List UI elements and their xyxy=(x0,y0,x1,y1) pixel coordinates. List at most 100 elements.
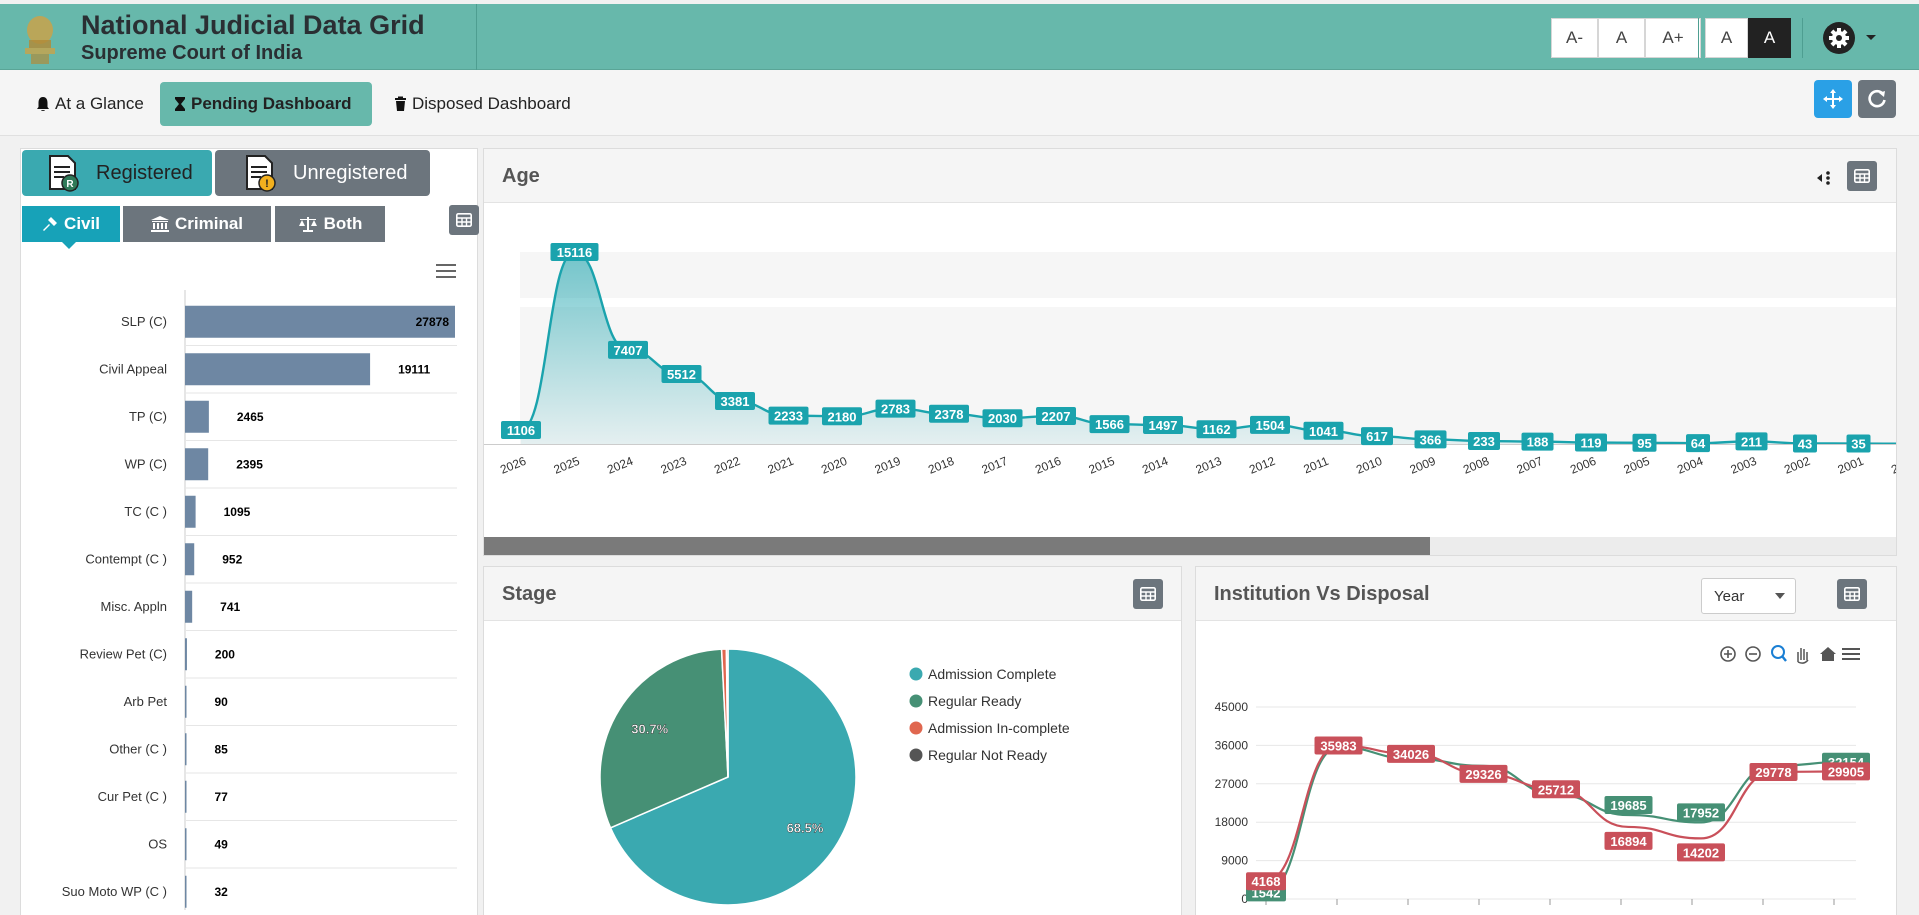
font-decrease-button[interactable]: A- xyxy=(1551,18,1598,58)
case-type-value: 49 xyxy=(215,837,229,851)
series-data-label: 34026 xyxy=(1393,747,1429,762)
age-data-label: 7407 xyxy=(614,343,643,358)
age-data-label: 5512 xyxy=(667,367,696,382)
age-year-label: 2022 xyxy=(712,454,742,477)
tab-pending-dashboard[interactable]: Pending Dashboard xyxy=(160,82,372,126)
case-type-label: WP (C) xyxy=(125,456,167,471)
age-table-view-button[interactable] xyxy=(1847,161,1877,191)
case-type-label: TC (C ) xyxy=(124,504,167,519)
chart-menu-icon[interactable] xyxy=(435,263,457,279)
arrows-move-icon xyxy=(1823,89,1843,109)
header-separator xyxy=(1698,18,1699,58)
y-tick-label: 0 xyxy=(1241,892,1248,906)
selection-zoom-icon[interactable] xyxy=(1771,645,1787,662)
refresh-icon xyxy=(1868,89,1886,108)
subtab-both[interactable]: Both xyxy=(275,206,385,242)
stage-table-view-button[interactable] xyxy=(1133,579,1163,609)
case-type-label: Suo Moto WP (C ) xyxy=(62,884,167,899)
age-grid-band xyxy=(520,353,1896,399)
dark-theme-button[interactable]: A xyxy=(1748,18,1791,58)
tab-disposed-dashboard[interactable]: Disposed Dashboard xyxy=(380,82,585,126)
table-icon xyxy=(456,213,472,227)
font-increase-button[interactable]: A+ xyxy=(1645,18,1701,58)
hourglass-icon xyxy=(175,97,185,111)
case-type-bar xyxy=(185,305,455,338)
case-type-label: TP (C) xyxy=(129,409,167,424)
zoom-out-icon[interactable] xyxy=(1745,646,1761,662)
age-data-label: 64 xyxy=(1691,436,1706,451)
case-type-value: 1095 xyxy=(224,505,251,519)
age-data-label: 15116 xyxy=(557,245,592,260)
series-data-label-box xyxy=(1387,744,1435,763)
table-icon xyxy=(1854,169,1870,183)
case-type-bar xyxy=(185,590,193,623)
case-type-bar xyxy=(185,495,196,528)
case-type-value: 200 xyxy=(215,647,235,661)
registered-label: Registered xyxy=(96,161,193,184)
age-data-label-box xyxy=(875,399,916,418)
age-scrollbar-thumb[interactable] xyxy=(484,537,1430,555)
age-panel: Age 1106 2026 15116 2025 7407 2024 5512 2023 338… xyxy=(483,148,1897,556)
table-icon xyxy=(1140,587,1156,601)
case-type-label: Cur Pet (C ) xyxy=(98,789,167,804)
light-theme-button[interactable]: A xyxy=(1705,18,1748,58)
move-layout-button[interactable] xyxy=(1814,80,1852,118)
age-year-label: 2012 xyxy=(1247,454,1277,477)
y-tick-label: 27000 xyxy=(1215,777,1249,791)
series-data-label: 19685 xyxy=(1610,798,1646,813)
age-data-label: 43 xyxy=(1798,436,1812,451)
tab-label: Disposed Dashboard xyxy=(412,94,571,113)
age-year-label: 2006 xyxy=(1568,454,1598,477)
age-year-label: 2001 xyxy=(1836,454,1866,477)
settings-menu-button[interactable] xyxy=(1822,18,1882,58)
unregistered-button[interactable]: ! Unregistered xyxy=(215,150,430,196)
zoom-in-icon[interactable] xyxy=(1720,646,1736,662)
institution-table-view-button[interactable] xyxy=(1837,579,1867,609)
subtab-criminal[interactable]: Criminal xyxy=(123,206,271,242)
age-grid-band xyxy=(520,252,1896,298)
series-data-label-box xyxy=(1677,803,1725,822)
series-data-label-box xyxy=(1604,796,1653,815)
age-data-label-box xyxy=(661,364,702,383)
more-options-icon[interactable] xyxy=(1816,171,1832,185)
case-type-table-view-button[interactable] xyxy=(449,205,479,235)
age-data-label-box xyxy=(1846,434,1871,453)
hamburger-menu-icon[interactable] xyxy=(1842,648,1860,660)
series-data-label: 25712 xyxy=(1538,782,1574,797)
age-data-label-box xyxy=(1036,406,1076,425)
age-year-label: 2008 xyxy=(1461,454,1491,477)
age-data-label-box xyxy=(1735,432,1768,451)
pan-hand-icon[interactable] xyxy=(1797,648,1809,664)
registered-button[interactable]: R Registered xyxy=(22,150,212,196)
refresh-button[interactable] xyxy=(1858,80,1896,118)
font-normal-button[interactable]: A xyxy=(1598,18,1645,58)
home-reset-icon[interactable] xyxy=(1820,647,1836,661)
period-select[interactable]: Year xyxy=(1701,578,1796,614)
age-year-label: 2004 xyxy=(1675,454,1705,477)
chart-toolbar xyxy=(1720,645,1860,664)
series-data-label-box xyxy=(1604,831,1653,850)
age-scrollbar-track[interactable] xyxy=(484,537,1896,555)
age-data-label: 2030 xyxy=(988,411,1017,426)
age-data-label: 188 xyxy=(1527,435,1549,450)
table-icon xyxy=(1844,587,1860,601)
age-year-label: 2017 xyxy=(980,454,1010,477)
age-data-label-box xyxy=(715,392,755,411)
series-data-label: 29778 xyxy=(1755,765,1791,780)
age-year-label: 2026 xyxy=(498,454,528,477)
y-tick-label: 9000 xyxy=(1221,854,1248,868)
age-year-label: 2025 xyxy=(552,454,582,477)
series-data-label: 17952 xyxy=(1683,805,1719,820)
tab-at-a-glance[interactable]: At a Glance xyxy=(22,82,158,126)
series-data-label: 4168 xyxy=(1252,874,1281,889)
age-data-label: 2180 xyxy=(828,409,857,424)
age-area-chart: 1106 2026 15116 2025 7407 2024 5512 2023 3381 202… xyxy=(484,243,1896,477)
stage-pie-chart: 68.5% 30.7% Admission Complete Regular Read… xyxy=(599,648,1070,906)
pie-legend-label: Admission Complete xyxy=(928,666,1057,682)
subtab-label: Both xyxy=(323,214,363,233)
age-year-label: 2014 xyxy=(1140,454,1170,477)
age-data-label-box xyxy=(1521,432,1554,451)
subtab-civil[interactable]: Civil xyxy=(22,206,120,242)
case-type-bar xyxy=(185,828,187,861)
